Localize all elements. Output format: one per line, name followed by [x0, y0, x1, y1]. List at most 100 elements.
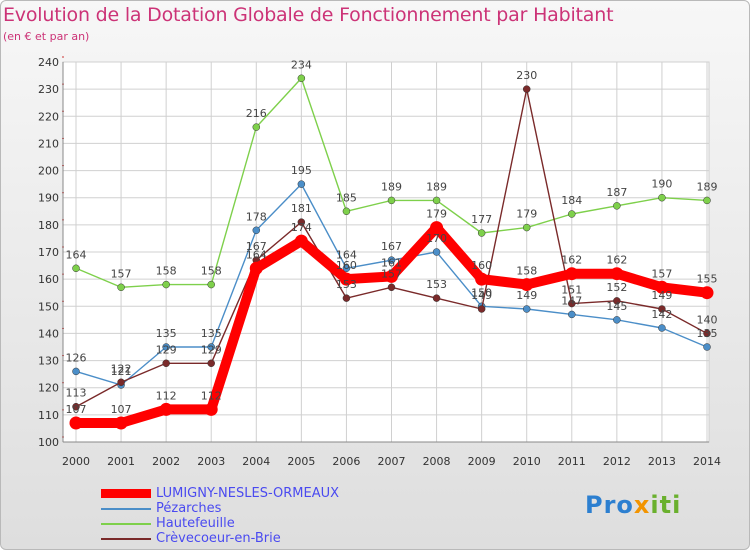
y-tick-label: 170: [38, 246, 59, 259]
data-label-3-4: 167: [246, 240, 267, 253]
chart-subtitle: (en € et par an): [3, 30, 90, 43]
data-label-2-14: 189: [697, 180, 718, 193]
data-point-3-6: [342, 294, 351, 302]
x-tick-label: 2009: [468, 455, 496, 468]
legend-label-crevecoeur: Crèvecoeur-en-Brie: [156, 531, 281, 546]
data-label-3-2: 129: [156, 343, 177, 356]
data-point-3-11: [568, 299, 576, 308]
x-tick-label: 2005: [287, 455, 315, 468]
data-point-2-2: [162, 280, 170, 289]
y-tick-label: 220: [38, 110, 59, 123]
y-tick-label: 200: [38, 165, 59, 178]
y-tick-label: 100: [38, 436, 59, 449]
data-point-1-10: [522, 305, 531, 313]
logo-part-3: iti: [650, 491, 682, 519]
y-tick-label: 140: [38, 327, 59, 340]
data-label-1-8: 170: [426, 232, 447, 245]
y-tick-label: 110: [38, 409, 59, 422]
data-point-0-5: [294, 234, 308, 248]
data-label-2-1: 157: [111, 267, 132, 280]
data-label-3-0: 113: [66, 387, 87, 400]
data-point-1-4: [252, 226, 261, 235]
data-point-2-10: [522, 223, 531, 232]
data-point-2-3: [207, 280, 215, 289]
data-point-2-1: [117, 283, 125, 292]
data-label-2-8: 189: [426, 180, 447, 193]
data-label-0-4: 164: [246, 248, 267, 261]
data-label-3-1: 122: [111, 362, 132, 375]
legend-label-hautefeuille: Hautefeuille: [156, 516, 235, 531]
data-point-0-10: [520, 278, 534, 292]
data-point-0-8: [430, 221, 444, 235]
data-label-2-12: 187: [606, 186, 627, 199]
data-label-1-4: 178: [246, 210, 267, 223]
y-tick-label: 160: [38, 273, 59, 286]
y-tick-label: 190: [38, 192, 59, 205]
data-label-2-0: 164: [66, 248, 87, 261]
data-label-2-3: 158: [201, 265, 222, 278]
data-label-2-4: 216: [246, 107, 267, 120]
y-tick-label: 150: [38, 300, 59, 313]
data-point-1-8: [432, 248, 441, 256]
data-label-1-9: 150: [471, 286, 492, 299]
data-label-0-7: 161: [381, 256, 402, 269]
data-point-2-4: [252, 123, 261, 131]
data-point-0-4: [249, 261, 263, 275]
data-point-1-13: [658, 324, 666, 332]
data-point-3-5: [297, 218, 306, 226]
data-point-0-9: [475, 272, 489, 286]
data-point-2-7: [387, 196, 396, 205]
data-point-1-11: [568, 310, 576, 319]
x-tick-label: 2014: [693, 455, 721, 468]
data-label-2-13: 190: [651, 178, 672, 191]
data-label-1-5: 195: [291, 164, 312, 177]
data-point-0-1: [114, 416, 128, 430]
data-label-2-7: 189: [381, 180, 402, 193]
data-label-2-10: 179: [516, 208, 537, 221]
data-label-0-14: 155: [697, 273, 718, 286]
data-label-0-1: 107: [111, 403, 132, 416]
x-tick-label: 2002: [152, 455, 180, 468]
legend-swatch-hautefeuille: [101, 523, 151, 525]
legend-label-lumigny: LUMIGNY-NESLES-ORMEAUX: [156, 486, 340, 501]
x-tick-label: 2000: [62, 455, 90, 468]
data-point-0-14: [700, 286, 714, 300]
x-tick-label: 2001: [107, 455, 135, 468]
data-point-1-6: [342, 264, 351, 273]
data-label-0-2: 112: [156, 389, 177, 402]
data-point-3-7: [387, 283, 396, 292]
y-tick-label: 210: [38, 137, 59, 150]
data-label-2-11: 184: [561, 194, 582, 207]
data-label-0-8: 179: [426, 208, 447, 221]
data-label-1-14: 135: [697, 327, 718, 340]
data-point-1-7: [387, 256, 396, 264]
data-point-1-3: [207, 343, 215, 351]
data-label-3-13: 149: [651, 289, 672, 302]
x-tick-label: 2004: [242, 455, 270, 468]
data-label-3-9: 149: [471, 289, 492, 302]
y-tick-label: 230: [38, 83, 59, 96]
data-label-1-13: 142: [651, 308, 672, 321]
data-label-0-11: 162: [561, 254, 582, 267]
data-point-2-14: [703, 196, 711, 205]
data-point-3-3: [207, 359, 215, 368]
data-label-0-10: 158: [516, 265, 537, 278]
data-point-1-2: [162, 343, 170, 351]
data-label-3-11: 151: [561, 284, 582, 297]
data-label-1-11: 147: [561, 294, 582, 307]
legend-swatch-pezarches: [101, 508, 151, 510]
data-label-3-8: 153: [426, 278, 447, 291]
data-point-2-11: [568, 210, 576, 218]
x-tick-label: 2003: [197, 455, 225, 468]
data-point-1-12: [613, 316, 621, 324]
logo-part-1: Pro: [585, 491, 634, 519]
data-point-1-14: [703, 343, 711, 351]
data-point-3-14: [703, 329, 711, 338]
data-label-0-0: 107: [66, 403, 87, 416]
x-tick-label: 2011: [558, 455, 586, 468]
data-label-3-6: 153: [336, 278, 357, 291]
data-point-1-0: [72, 367, 80, 376]
data-label-3-14: 140: [697, 313, 718, 326]
data-point-3-8: [432, 294, 441, 302]
